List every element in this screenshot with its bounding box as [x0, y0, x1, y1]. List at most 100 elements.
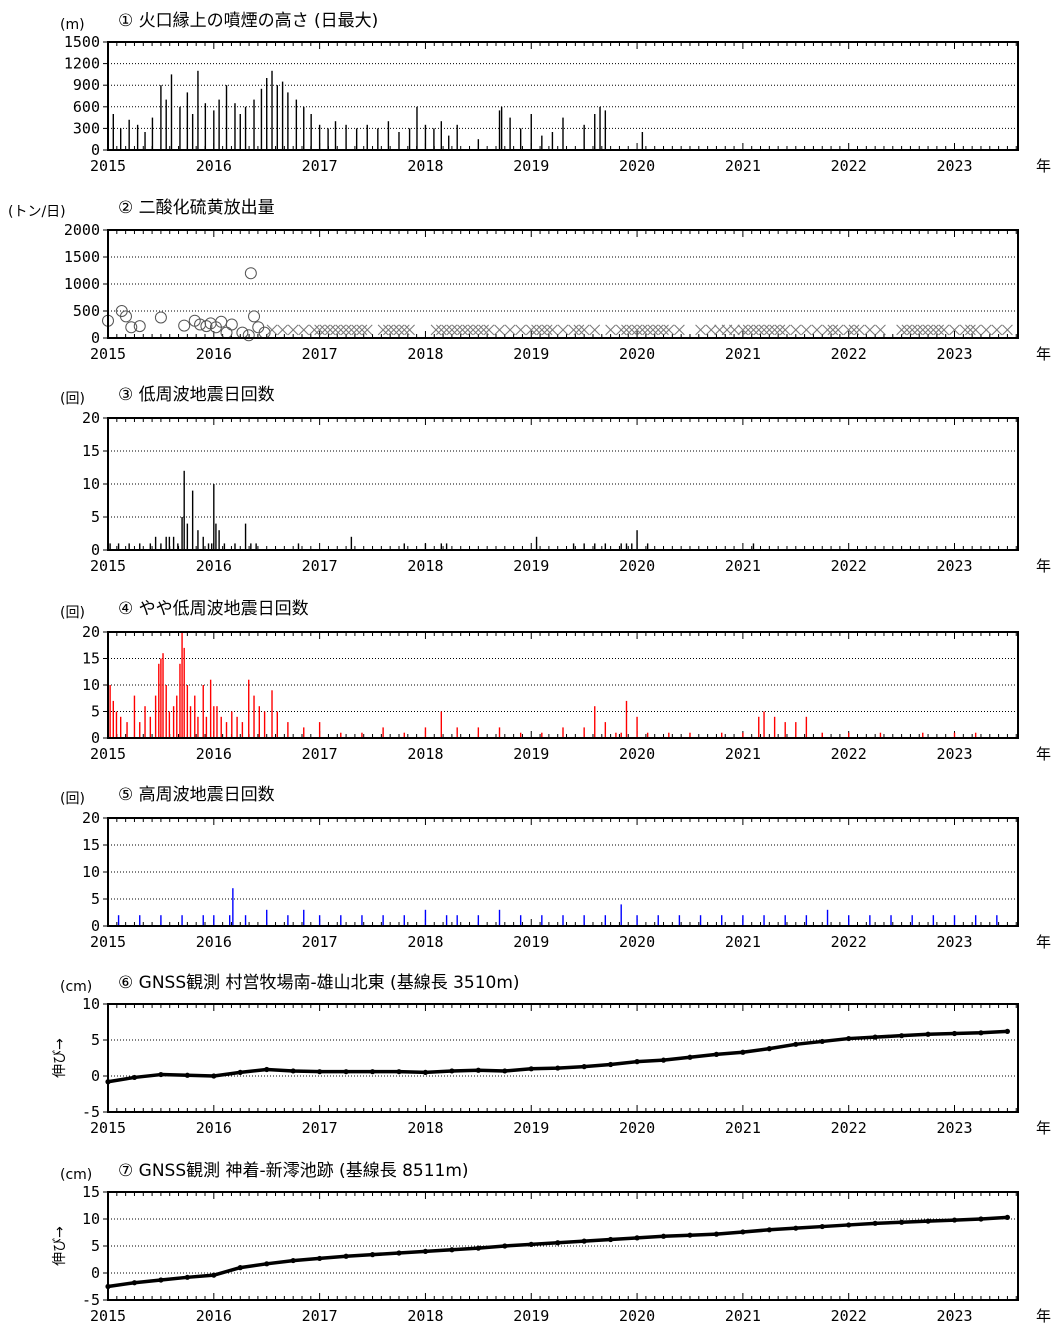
x-tick-label: 2020 [619, 557, 655, 575]
x-tick-label: 2016 [196, 933, 232, 951]
x-unit-label: 年 [1036, 1119, 1051, 1137]
x-tick-label: 2015 [90, 157, 126, 175]
data-point-x [674, 324, 685, 336]
data-point-x [615, 324, 627, 336]
data-point-x [324, 324, 336, 336]
data-point-x [742, 324, 754, 336]
x-tick-label: 2015 [90, 933, 126, 951]
unit-label: (m) [60, 17, 85, 33]
plot-frame [107, 817, 1019, 927]
x-stroke [769, 324, 780, 336]
x-stroke [631, 324, 643, 336]
data-point-x [441, 324, 452, 336]
x-stroke [774, 324, 786, 336]
data-point-x [705, 324, 717, 336]
panel-4: ④ やや低周波地震日回数 (回) 0 5 10 15 20 2015 2016 2017 2018 2… [60, 599, 1051, 763]
data-point-x [906, 324, 918, 336]
data-point-x [729, 324, 740, 336]
x-stroke [441, 324, 452, 336]
x-stroke [742, 324, 754, 336]
data-point-x [714, 324, 725, 336]
x-tick-label: 2018 [407, 745, 443, 763]
data-point-x [573, 324, 585, 336]
data-point-x [927, 324, 939, 336]
x-stroke [853, 324, 865, 336]
data-point-x [621, 324, 632, 336]
y-tick-label: 1500 [64, 248, 100, 266]
x-tick-label: 2021 [725, 345, 761, 363]
x-stroke [541, 324, 553, 336]
data-point-x [356, 324, 368, 336]
y-tick-label: 10 [82, 995, 100, 1013]
x-stroke [970, 324, 982, 336]
x-stroke [383, 324, 394, 336]
y-tick-label: 1000 [64, 275, 100, 293]
x-stroke [938, 324, 950, 336]
x-stroke [864, 324, 876, 336]
plot-frame [107, 417, 1019, 551]
panel-2: ② 二酸化硫黄放出量 (トン/日) 0 500 1000 1500 2000 2015 2016… [8, 198, 1051, 363]
data-point-x [531, 324, 542, 336]
x-tick-label: 2022 [831, 1307, 867, 1325]
data-point-x [589, 324, 601, 336]
x-tick-label: 2022 [831, 157, 867, 175]
data-point-x [637, 324, 648, 336]
x-stroke [705, 324, 717, 336]
data-point-x [980, 324, 992, 336]
x-tick-label: 2021 [725, 1119, 761, 1137]
data-point-x [832, 324, 844, 336]
x-stroke [827, 324, 839, 336]
x-stroke [298, 324, 310, 336]
x-stroke [647, 324, 659, 336]
y-tick-label: 5 [91, 1031, 100, 1049]
series-line [106, 1215, 1010, 1289]
unit-label: (トン/日) [8, 204, 66, 220]
panel-title: ④ やや低周波地震日回数 [118, 599, 309, 619]
x-stroke [605, 324, 616, 336]
data-point-x [351, 324, 363, 336]
y-tick-label: 0 [91, 1067, 100, 1085]
x-tick-label: 2020 [619, 157, 655, 175]
x-tick-label: 2016 [196, 1119, 232, 1137]
data-point-x [319, 324, 331, 336]
unit-label: (回) [60, 791, 85, 807]
data-point-circle [119, 310, 132, 323]
x-stroke [922, 324, 934, 336]
data-point-x [901, 324, 913, 336]
x-stroke [965, 324, 976, 336]
x-stroke [266, 324, 278, 336]
panel-5: ⑤ 高周波地震日回数 (回) 0 5 10 15 20 2015 2016 2017 2018 201… [60, 785, 1051, 951]
x-stroke [674, 324, 685, 336]
data-point-x [642, 324, 654, 336]
x-stroke [848, 324, 860, 336]
panel-title: ⑦ GNSS観測 神着-新澪池跡 (基線長 8511m) [118, 1161, 469, 1181]
y-tick-label: 5 [91, 508, 100, 526]
x-tick-label: 2018 [407, 345, 443, 363]
x-stroke [626, 324, 638, 336]
x-tick-label: 2017 [302, 557, 338, 575]
x-stroke [615, 324, 627, 336]
data-point-x [848, 324, 860, 336]
data-point-x [811, 324, 823, 336]
y-tick-label: 10 [82, 1210, 100, 1228]
x-tick-label: 2023 [936, 745, 972, 763]
x-stroke [721, 324, 733, 336]
panel-title: ⑤ 高周波地震日回数 [118, 785, 275, 805]
x-stroke [991, 324, 1003, 336]
x-stroke [515, 324, 527, 336]
y-tick-label: 10 [82, 676, 100, 694]
x-stroke [637, 324, 648, 336]
data-point-x [938, 324, 950, 336]
x-stroke [404, 324, 415, 336]
x-tick-label: 2015 [90, 557, 126, 575]
data-point-x [340, 324, 352, 336]
panel-title: ① 火口縁上の噴煙の高さ (日最大) [118, 11, 378, 31]
data-point-circle [133, 320, 146, 333]
data-point-circle [178, 319, 191, 332]
data-point-x [626, 324, 638, 336]
data-point-x [695, 324, 706, 336]
plot-frame [107, 229, 1019, 339]
x-tick-label: 2016 [196, 745, 232, 763]
data-point-x [864, 324, 876, 336]
x-stroke [446, 324, 458, 336]
